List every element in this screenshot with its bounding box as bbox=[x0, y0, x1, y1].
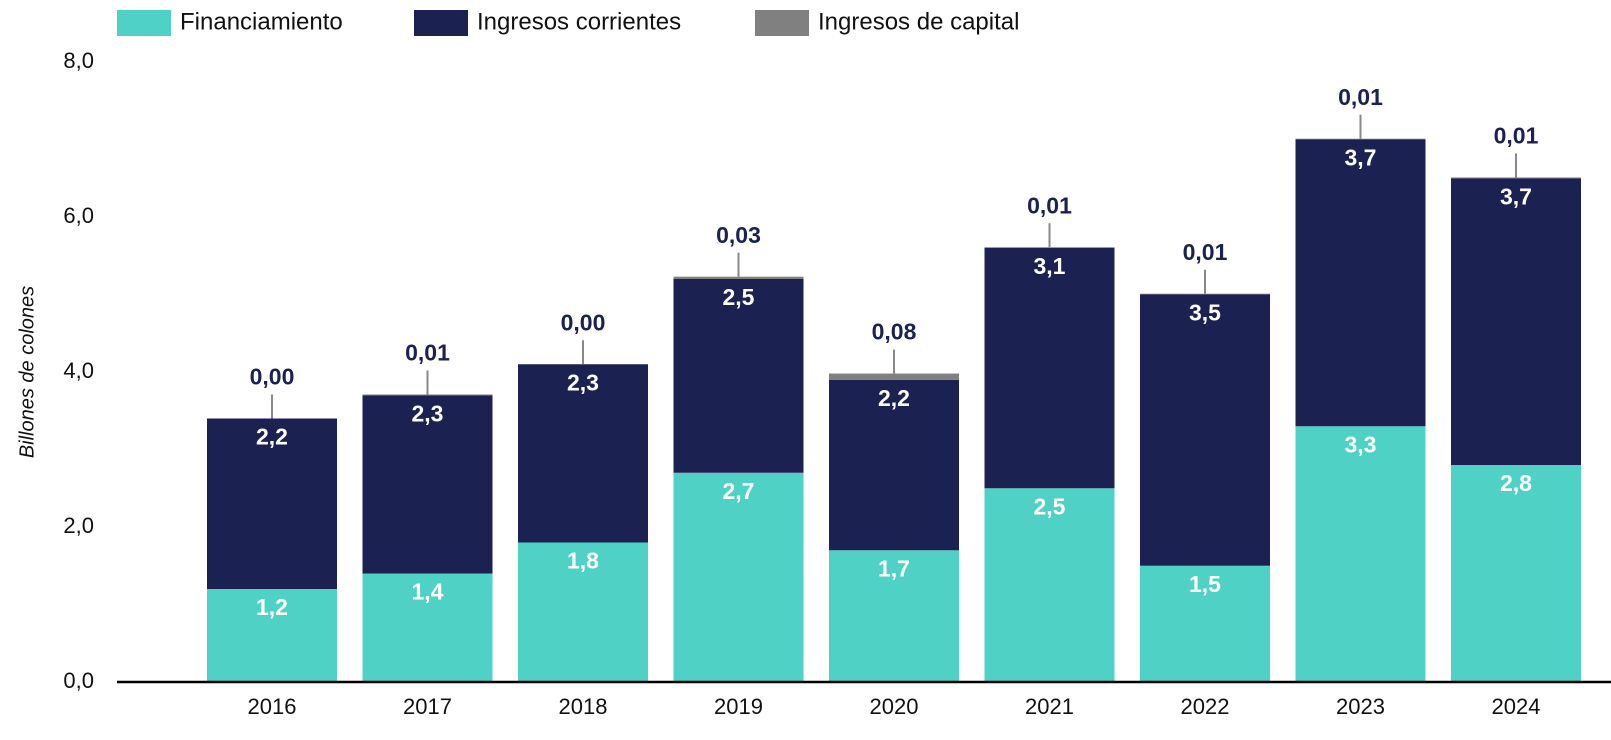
value-label: 1,8 bbox=[567, 548, 599, 574]
legend-swatch bbox=[755, 10, 809, 36]
y-tick-label: 8,0 bbox=[63, 48, 94, 73]
value-label: 1,4 bbox=[412, 579, 444, 605]
bar-segment bbox=[518, 542, 648, 682]
x-tick-label: 2024 bbox=[1492, 694, 1541, 719]
value-label: 2,7 bbox=[723, 478, 755, 504]
bar-segment bbox=[1451, 177, 1581, 179]
value-label: 1,5 bbox=[1189, 571, 1221, 597]
bar-segment bbox=[207, 418, 337, 589]
bar-segment bbox=[362, 573, 493, 682]
value-label: 2,5 bbox=[723, 284, 755, 310]
bar-segment bbox=[1140, 293, 1270, 295]
value-label: 1,7 bbox=[878, 555, 910, 581]
legend-swatch bbox=[414, 10, 468, 36]
value-label: 2,3 bbox=[567, 369, 599, 395]
bar-segment bbox=[362, 395, 493, 574]
x-tick-label: 2023 bbox=[1336, 694, 1385, 719]
value-label: 2,2 bbox=[878, 385, 910, 411]
legend-swatch bbox=[117, 10, 171, 36]
value-label: 2,5 bbox=[1034, 493, 1066, 519]
y-tick-label: 0,0 bbox=[63, 668, 94, 693]
y-axis-label: Billones de colones bbox=[16, 286, 38, 458]
value-label: 3,5 bbox=[1189, 300, 1221, 326]
value-label: 0,01 bbox=[1494, 123, 1539, 149]
value-label: 1,2 bbox=[256, 594, 288, 620]
value-label: 0,03 bbox=[716, 222, 761, 248]
value-label: 3,7 bbox=[1500, 183, 1532, 209]
x-tick-label: 2016 bbox=[248, 694, 297, 719]
x-tick-label: 2018 bbox=[559, 694, 608, 719]
value-label: 2,3 bbox=[412, 400, 444, 426]
y-tick-label: 4,0 bbox=[63, 358, 94, 383]
value-label: 0,00 bbox=[561, 309, 606, 335]
bar-segment bbox=[829, 379, 959, 551]
value-label: 0,01 bbox=[1338, 84, 1383, 110]
bar-segment bbox=[1295, 426, 1426, 682]
bar-segment bbox=[984, 247, 1115, 248]
value-label: 0,01 bbox=[1027, 192, 1072, 218]
value-label: 3,1 bbox=[1034, 253, 1066, 279]
bar-segment bbox=[829, 550, 959, 682]
bar-segment bbox=[829, 373, 959, 380]
value-label: 0,08 bbox=[872, 319, 917, 345]
value-label: 0,01 bbox=[405, 340, 450, 366]
bar-segment bbox=[518, 364, 648, 543]
value-label: 0,00 bbox=[250, 364, 295, 390]
legend-label: Ingresos de capital bbox=[818, 8, 1019, 35]
x-tick-label: 2017 bbox=[403, 694, 452, 719]
bar-segment bbox=[1295, 139, 1426, 427]
bar-segment bbox=[1140, 565, 1270, 682]
bar-segment bbox=[984, 488, 1115, 682]
legend-label: Financiamiento bbox=[180, 8, 343, 35]
value-label: 2,2 bbox=[256, 424, 288, 450]
x-tick-label: 2019 bbox=[714, 694, 763, 719]
x-tick-label: 2021 bbox=[1025, 694, 1074, 719]
value-label: 3,7 bbox=[1345, 145, 1377, 171]
value-label: 3,3 bbox=[1345, 431, 1377, 457]
bar-segment bbox=[1451, 465, 1581, 682]
bar-segment bbox=[673, 276, 804, 279]
y-tick-label: 6,0 bbox=[63, 203, 94, 228]
legend-label: Ingresos corrientes bbox=[477, 8, 681, 35]
value-label: 0,01 bbox=[1183, 239, 1228, 265]
bar-segment bbox=[673, 472, 804, 682]
bar-segment bbox=[1295, 138, 1426, 140]
x-tick-label: 2022 bbox=[1181, 694, 1230, 719]
bar-segment bbox=[207, 589, 337, 682]
bar-segment bbox=[1451, 178, 1581, 465]
value-label: 2,8 bbox=[1500, 470, 1532, 496]
x-tick-label: 2020 bbox=[870, 694, 919, 719]
bar-segment bbox=[1140, 294, 1270, 566]
bar-segment bbox=[362, 394, 493, 396]
bar-segment bbox=[984, 248, 1115, 489]
y-tick-label: 2,0 bbox=[63, 513, 94, 538]
bar-segment bbox=[673, 279, 804, 473]
